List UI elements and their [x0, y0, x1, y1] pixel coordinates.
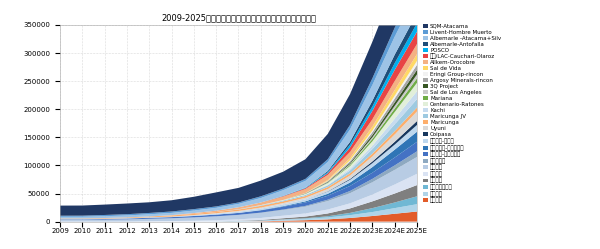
Title: 2009-2025年全球盐湖提锂产能扩张预测（吨，碳酸锂当量）: 2009-2025年全球盐湖提锂产能扩张预测（吨，碳酸锂当量） [161, 14, 316, 23]
Legend: SQM-Atacama, Livent-Hombre Muerto, Albemarle -Atacama+Silv, Albemarle-Antofalla,: SQM-Atacama, Livent-Hombre Muerto, Albem… [424, 24, 501, 203]
